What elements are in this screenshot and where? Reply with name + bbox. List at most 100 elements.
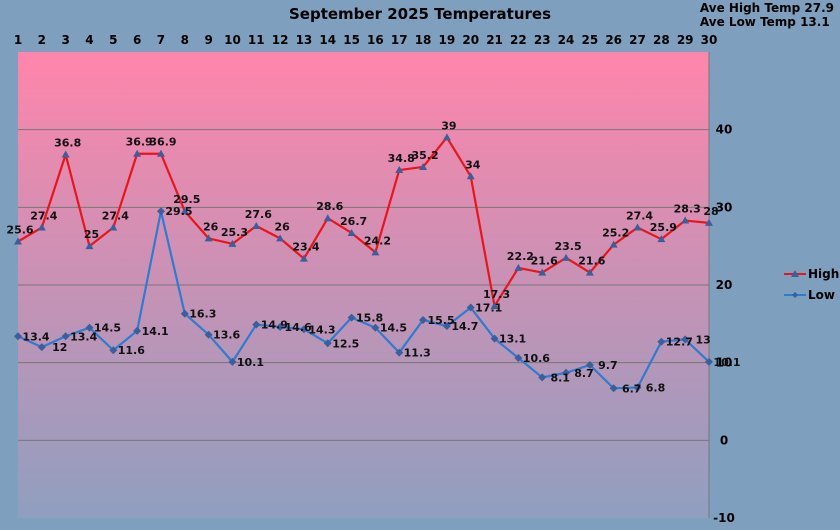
data-label-low: 14.7 [451,320,478,333]
high-point [299,254,308,262]
low-point [228,357,237,366]
x-tick-label: 9 [204,33,212,47]
data-label-low: 8.7 [574,367,594,380]
data-label-high: 26 [203,220,219,233]
low-point [419,315,428,324]
high-point [204,234,213,242]
data-label-low: 11.6 [118,344,145,357]
high-point [657,235,666,243]
high-point [585,268,594,276]
high-point [14,237,22,245]
x-tick-label: 10 [224,33,241,47]
x-tick-label: 8 [181,33,189,47]
low-point [633,383,642,392]
data-label-low: 6.7 [622,382,642,395]
data-label-low: 10.6 [523,352,550,365]
low-point [371,323,380,332]
data-label-low: 16.3 [189,308,216,321]
chart-title: September 2025 Temperatures [288,5,551,23]
x-tick-label: 7 [157,33,165,47]
y-tick-label: 30 [716,200,733,214]
low-point [37,343,46,352]
data-label-high: 36.8 [54,137,81,150]
y-tick-label: 10 [716,356,733,370]
data-labels-low: 13.41213.414.511.614.129.516.313.610.114… [22,205,740,395]
data-label-low: 10.1 [713,356,740,369]
data-label-low: 13.4 [22,330,49,343]
x-tick-label: 2 [38,33,46,47]
data-label-low: 9.7 [598,359,618,372]
x-tick-label: 14 [319,33,336,47]
x-tick-label: 5 [109,33,117,47]
data-label-low: 10.1 [237,356,264,369]
high-point [85,242,94,250]
gridlines [18,52,710,518]
x-tick-label: 21 [486,33,503,47]
high-point [37,223,46,231]
high-point [109,223,118,231]
x-tick-label: 1 [14,33,22,47]
data-label-low: 12.5 [332,337,359,350]
high-point [442,133,451,141]
low-point [514,354,523,363]
data-label-high: 25.3 [221,226,248,239]
high-point [347,228,356,236]
x-tick-label: 13 [296,33,313,47]
y-tick-label: 40 [716,123,733,137]
high-point [61,150,70,158]
high-point [466,172,475,180]
data-label-high: 28.6 [316,200,343,213]
high-point [419,162,428,170]
series-line-low [17,210,710,390]
low-point [538,373,547,382]
y-tick-label: 20 [716,278,733,292]
legend-label-low: Low [808,288,835,302]
x-tick-label: 25 [582,33,599,47]
stats-box: Ave High Temp 27.9 Ave Low Temp 13.1 [700,1,834,29]
data-label-high: 24.2 [364,234,391,247]
high-point [133,149,142,157]
data-label-high: 21.6 [578,255,605,268]
low-point [204,330,213,339]
data-label-high: 17.3 [483,288,510,301]
high-point [180,207,189,215]
low-point [252,320,261,329]
low-point [490,334,499,343]
x-tick-label: 22 [510,33,527,47]
x-tick-label: 3 [61,33,69,47]
data-label-high: 26 [274,220,290,233]
x-tick-label: 17 [391,33,408,47]
data-label-high: 25.9 [650,221,677,234]
low-point [347,313,356,322]
x-tick-label: 6 [133,33,141,47]
x-tick-label: 28 [653,33,670,47]
data-label-high: 26.7 [340,215,367,228]
high-point [562,253,571,261]
y-tick-label: -10 [713,511,735,525]
x-tick-label: 29 [677,33,694,47]
data-label-high: 23.4 [292,241,319,254]
data-label-low: 11.3 [404,347,431,360]
x-tick-label: 27 [629,33,646,47]
low-point [156,207,165,216]
data-label-high: 25 [84,228,99,241]
x-tick-label: 24 [558,33,575,47]
high-point [681,216,690,224]
data-label-low: 13.4 [70,330,97,343]
data-label-low: 14.5 [380,322,407,335]
data-label-high: 36.9 [126,136,153,149]
x-tick-label: 19 [439,33,456,47]
high-point [633,223,642,231]
data-label-high: 28.3 [674,203,701,216]
y-axis-tick-labels: -10 0 10 20 30 40 [713,123,735,525]
x-tick-label: 11 [248,33,265,47]
data-label-high: 25.6 [6,224,33,237]
data-label-low: 6.8 [646,382,666,395]
high-point [609,240,618,248]
low-point [681,335,690,344]
legend-label-high: High [808,267,839,281]
data-label-high: 22.2 [507,250,534,263]
x-tick-label: 26 [605,33,622,47]
high-point [705,218,713,226]
